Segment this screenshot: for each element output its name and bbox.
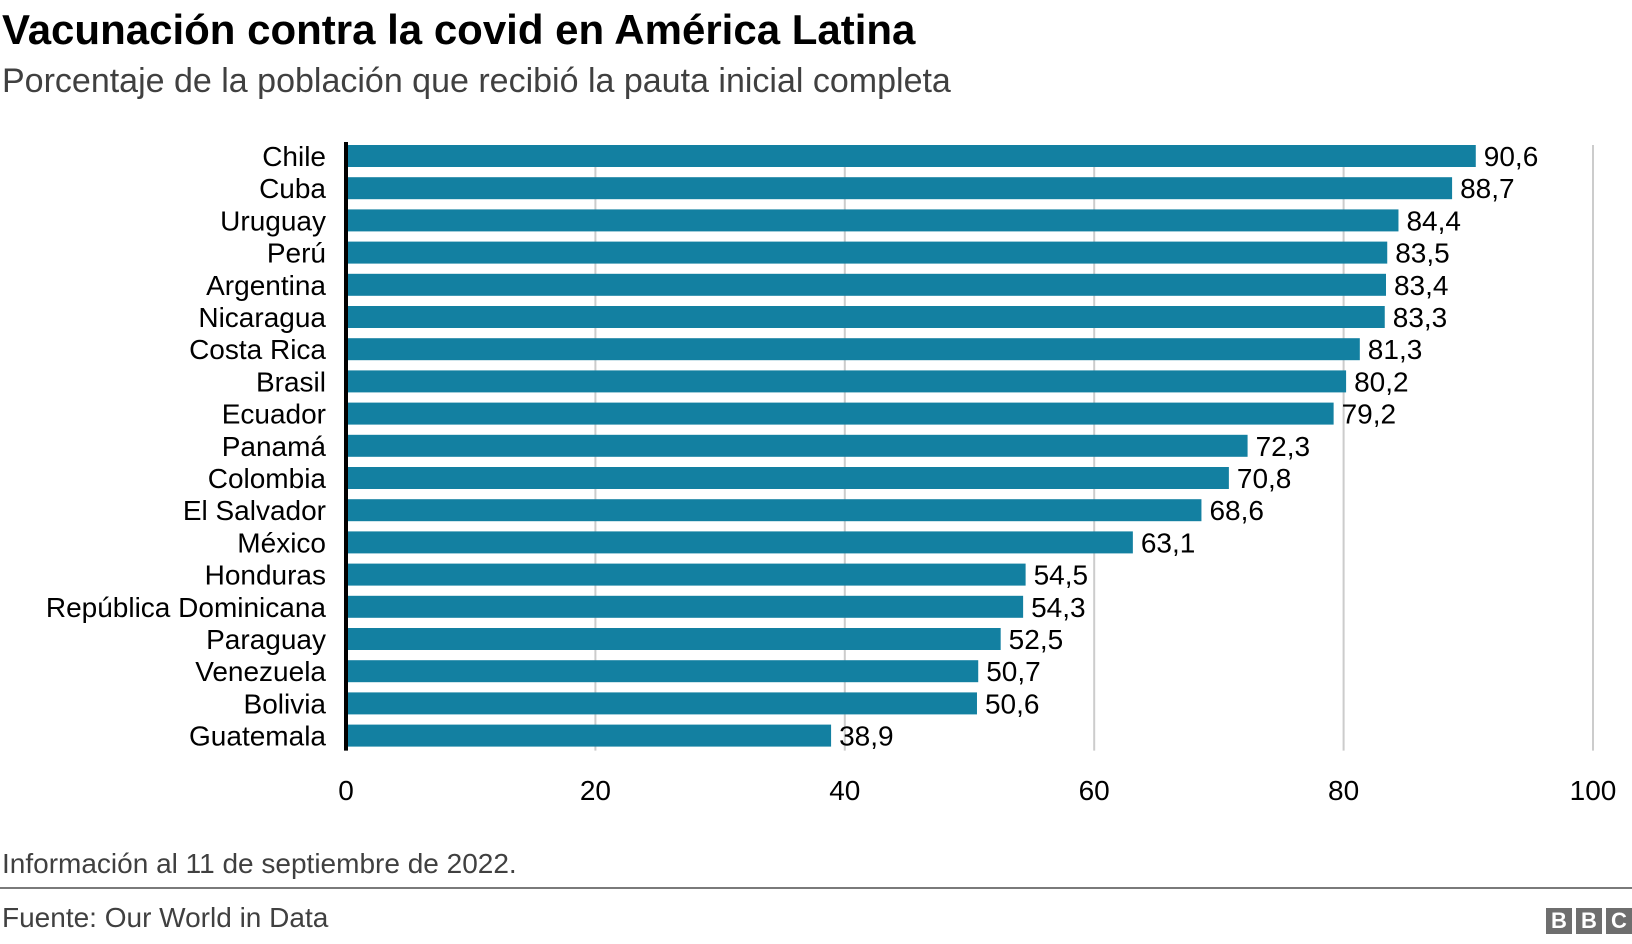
x-tick-label: 100 bbox=[1570, 775, 1617, 806]
value-label: 79,2 bbox=[1342, 399, 1397, 430]
bar bbox=[346, 467, 1229, 489]
value-label: 70,8 bbox=[1237, 463, 1292, 494]
bar bbox=[346, 145, 1476, 167]
bar bbox=[346, 563, 1026, 586]
value-label: 54,5 bbox=[1034, 560, 1089, 591]
bar bbox=[346, 177, 1453, 200]
category-label: Chile bbox=[262, 141, 326, 172]
bar bbox=[346, 531, 1133, 554]
category-label: El Salvador bbox=[183, 495, 326, 526]
value-label: 68,6 bbox=[1209, 495, 1264, 526]
divider bbox=[0, 887, 1632, 889]
bar bbox=[346, 724, 832, 747]
category-label: Panamá bbox=[222, 431, 327, 462]
bar bbox=[346, 273, 1386, 296]
bar bbox=[346, 595, 1024, 618]
value-label: 83,5 bbox=[1395, 238, 1450, 269]
chart-title: Vacunación contra la covid en América La… bbox=[2, 6, 916, 53]
x-tick-label: 20 bbox=[580, 775, 611, 806]
bar bbox=[346, 660, 979, 683]
value-label: 63,1 bbox=[1141, 527, 1196, 558]
bar bbox=[346, 209, 1399, 232]
value-label: 72,3 bbox=[1256, 431, 1311, 462]
category-label: Colombia bbox=[208, 463, 327, 494]
value-label: 54,3 bbox=[1031, 592, 1086, 623]
category-label: Bolivia bbox=[244, 688, 327, 719]
value-label: 84,4 bbox=[1406, 205, 1461, 236]
value-label: 50,6 bbox=[985, 688, 1039, 719]
category-label: México bbox=[237, 527, 326, 558]
bar-chart: 0 20 40 60 80 100 Chile 90,6 Cuba 88,7 Uruguay 84,4… bbox=[46, 141, 1617, 806]
category-label: Paraguay bbox=[206, 624, 326, 655]
bar bbox=[346, 434, 1248, 457]
category-label: Guatemala bbox=[189, 721, 326, 752]
category-label: Brasil bbox=[256, 366, 326, 397]
value-label: 80,2 bbox=[1354, 366, 1409, 397]
category-label: Perú bbox=[267, 238, 326, 269]
value-label: 83,4 bbox=[1394, 270, 1449, 301]
category-label: Cuba bbox=[259, 173, 326, 204]
value-label: 38,9 bbox=[839, 721, 894, 752]
value-label: 88,7 bbox=[1460, 173, 1515, 204]
category-label: Venezuela bbox=[195, 656, 326, 687]
value-label: 90,6 bbox=[1484, 141, 1539, 172]
x-tick-label: 80 bbox=[1328, 775, 1359, 806]
x-tick-label: 0 bbox=[338, 775, 354, 806]
category-label: Costa Rica bbox=[189, 334, 326, 365]
value-label: 50,7 bbox=[986, 656, 1041, 687]
chart-source: Fuente: Our World in Data bbox=[2, 902, 329, 933]
value-label: 81,3 bbox=[1368, 334, 1423, 365]
bar bbox=[346, 628, 1001, 650]
x-tick-label: 60 bbox=[1079, 775, 1110, 806]
bar bbox=[346, 499, 1202, 522]
bar bbox=[346, 241, 1388, 264]
bar bbox=[346, 306, 1385, 328]
category-label: Honduras bbox=[205, 560, 326, 591]
x-tick-label: 40 bbox=[829, 775, 860, 806]
bar bbox=[346, 402, 1334, 425]
category-label: Uruguay bbox=[220, 205, 326, 236]
chart-note: Información al 11 de septiembre de 2022. bbox=[2, 848, 517, 879]
category-label: Ecuador bbox=[222, 399, 326, 430]
bar bbox=[346, 370, 1347, 393]
chart-subtitle: Porcentaje de la población que recibió l… bbox=[2, 62, 951, 100]
category-label: Argentina bbox=[206, 270, 326, 301]
value-label: 52,5 bbox=[1009, 624, 1064, 655]
value-label: 83,3 bbox=[1393, 302, 1448, 333]
bar bbox=[346, 338, 1360, 361]
bar bbox=[346, 692, 977, 715]
category-label: República Dominicana bbox=[46, 592, 327, 623]
category-label: Nicaragua bbox=[198, 302, 326, 333]
